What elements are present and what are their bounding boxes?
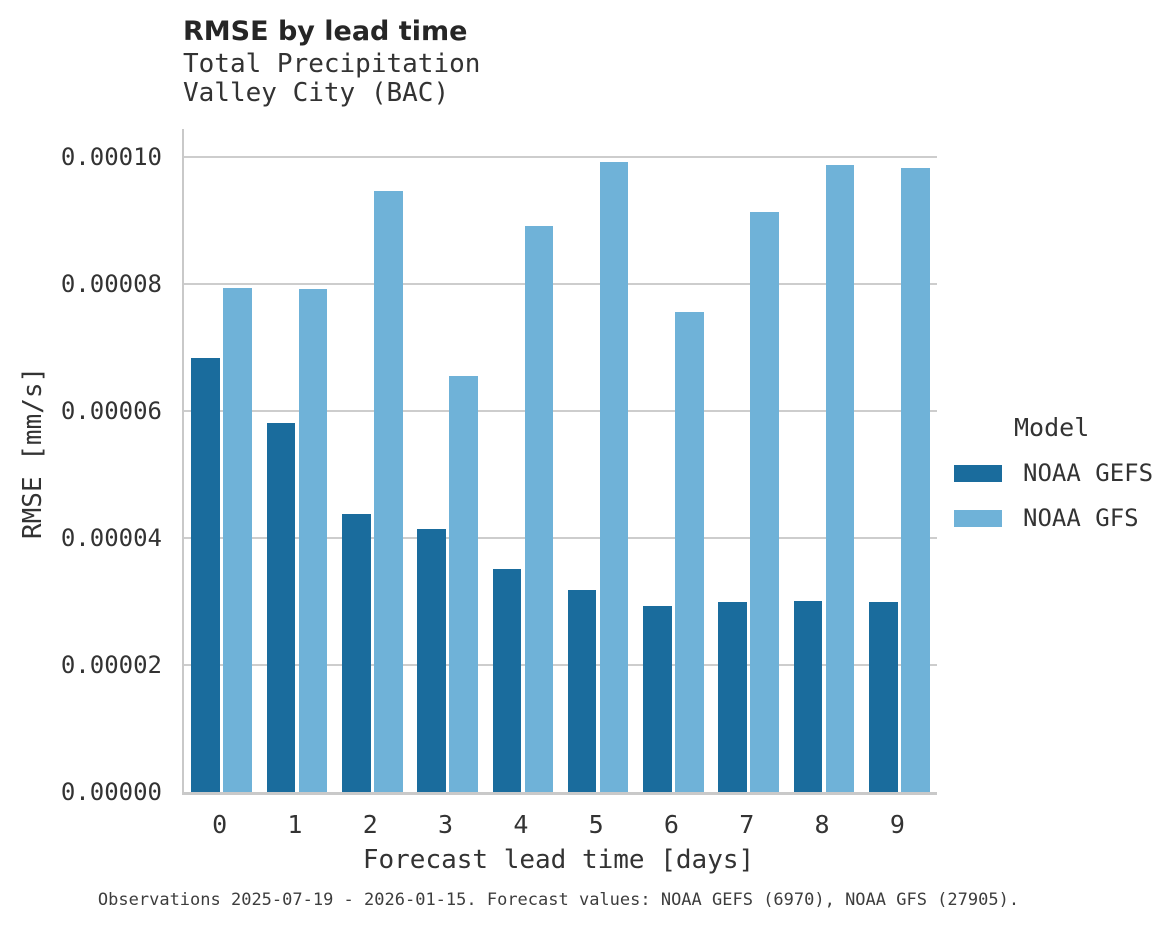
bar-noaa-gefs <box>191 358 220 792</box>
bar-noaa-gefs <box>266 423 296 792</box>
legend-entry-noaa-gfs: NOAA GFS <box>954 504 1153 532</box>
legend: Model NOAA GEFS NOAA GFS <box>954 413 1153 532</box>
bar-noaa-gefs <box>417 529 446 792</box>
y-tick-label: 0.00000 <box>60 778 162 806</box>
x-tick-label: 3 <box>438 810 454 839</box>
x-tick-label: 6 <box>663 810 679 839</box>
y-tick-label: 0.00008 <box>60 269 162 298</box>
bar-noaa-gfs <box>524 226 554 792</box>
bar-noaa-gfs <box>599 162 629 792</box>
x-tick-label: 1 <box>287 810 303 839</box>
legend-title: Model <box>1014 413 1090 442</box>
x-tick-label: 8 <box>814 810 830 839</box>
x-tick-label: 2 <box>362 810 378 839</box>
grid-line <box>184 155 937 158</box>
y-tick-label: 0.00010 <box>60 142 162 171</box>
x-tick-label: 0 <box>212 810 228 839</box>
grid-line <box>184 663 937 666</box>
y-axis-label: RMSE [mm/s] <box>18 366 48 539</box>
bar-noaa-gefs <box>567 590 597 792</box>
chart-subtitle: Total Precipitation Valley City (BAC) <box>183 50 480 108</box>
chart-subtitle-line2: Valley City (BAC) <box>183 78 450 108</box>
y-tick-label: 0.00004 <box>60 523 162 552</box>
y-tick-label: 0.00002 <box>60 650 162 679</box>
legend-swatch-noaa-gfs <box>954 509 1002 527</box>
bar-noaa-gefs <box>793 600 823 792</box>
bar-noaa-gefs <box>492 569 522 792</box>
grid-line <box>184 282 937 285</box>
bar-noaa-gfs <box>825 164 855 792</box>
x-tick-label: 4 <box>513 810 529 839</box>
grid-line <box>184 409 937 412</box>
caption: Observations 2025-07-19 - 2026-01-15. Fo… <box>97 890 1020 910</box>
bar-noaa-gefs <box>869 602 898 792</box>
y-tick-label: 0.00006 <box>60 396 162 425</box>
bar-noaa-gfs <box>298 289 328 792</box>
x-tick-label: 7 <box>739 810 755 839</box>
bar-noaa-gfs <box>901 168 930 792</box>
legend-entry-noaa-gefs: NOAA GEFS <box>954 459 1153 487</box>
bar-noaa-gfs <box>223 287 252 792</box>
x-axis-label: Forecast lead time [days] <box>362 845 755 875</box>
bar-noaa-gfs <box>449 376 478 792</box>
bar-noaa-gfs <box>750 212 780 792</box>
chart-title: RMSE by lead time <box>183 16 468 47</box>
chart-subtitle-line1: Total Precipitation <box>183 49 481 79</box>
legend-label: NOAA GEFS <box>1023 459 1154 487</box>
plot-area <box>182 129 937 795</box>
bar-noaa-gefs <box>718 602 748 792</box>
grid-line <box>184 536 937 539</box>
legend-swatch-noaa-gefs <box>954 464 1002 482</box>
bar-noaa-gfs <box>675 311 704 792</box>
bar-noaa-gefs <box>643 605 672 792</box>
bar-noaa-gfs <box>373 190 403 792</box>
legend-label: NOAA GFS <box>1023 504 1139 532</box>
x-tick-label: 9 <box>889 810 905 839</box>
x-tick-label: 5 <box>588 810 604 839</box>
bar-noaa-gefs <box>341 514 371 792</box>
